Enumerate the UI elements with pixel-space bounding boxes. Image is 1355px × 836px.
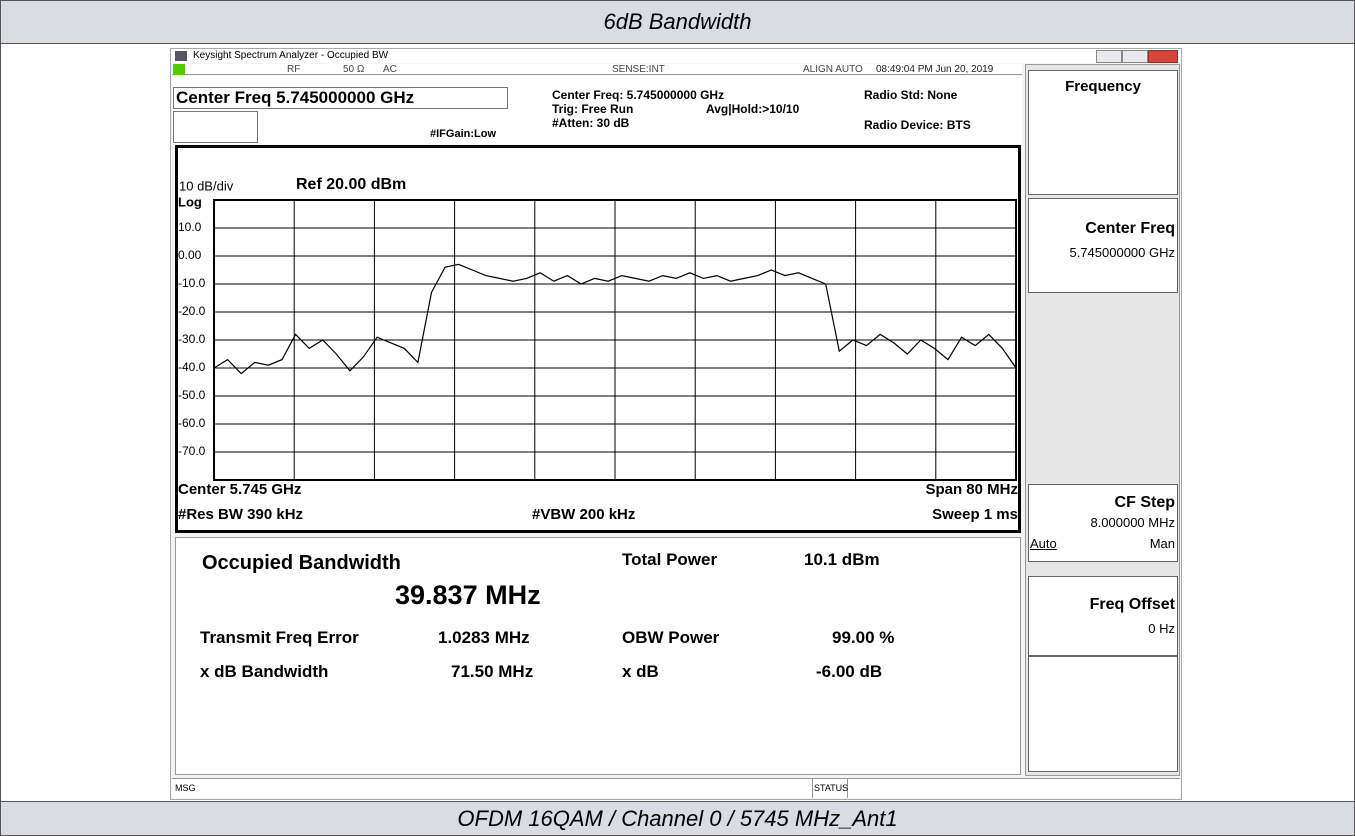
- key-label: Center Freq: [1085, 220, 1175, 237]
- results-title: Occupied Bandwidth: [202, 552, 401, 574]
- freq-offset-key[interactable]: [1028, 576, 1178, 656]
- message-bar: [172, 778, 1180, 798]
- log-label: Log: [178, 194, 202, 209]
- cf-step-key[interactable]: [1028, 484, 1178, 562]
- status-item: 50 Ω: [343, 64, 365, 75]
- status-item: SENSE:INT: [612, 64, 665, 75]
- close-button[interactable]: [1148, 50, 1178, 63]
- result-value: 1.0283 MHz: [438, 628, 530, 647]
- footer: OFDM 16QAM / Channel 0 / 5745 MHz_Ant1: [0, 801, 1355, 836]
- spectrum-display: 10 dB/div Ref 20.00 dBm Log Center 5.745…: [175, 145, 1021, 533]
- res-bw-label: #Res BW 390 kHz: [178, 506, 303, 523]
- span-label: Span 80 MHz: [925, 481, 1018, 498]
- center-freq-info: Center Freq: 5.745000000 GHz: [552, 88, 725, 102]
- if-gain: #IFGain:Low: [430, 128, 496, 140]
- key-label: CF Step: [1114, 494, 1175, 511]
- restore-button[interactable]: [1122, 50, 1148, 63]
- result-label: OBW Power: [622, 628, 720, 647]
- footer-caption: OFDM 16QAM / Channel 0 / 5745 MHz_Ant1: [457, 806, 898, 831]
- man-option: Man: [1149, 536, 1175, 551]
- header-title: 6dB Bandwidth: [603, 9, 752, 34]
- status-row: [172, 64, 1022, 75]
- result-label: Transmit Freq Error: [200, 628, 359, 647]
- key-label: Freq Offset: [1089, 596, 1175, 613]
- empty-key[interactable]: [1028, 656, 1178, 772]
- y-tick-label: -30.0: [178, 332, 206, 346]
- status-indicator: [173, 64, 185, 75]
- total-power-label: Total Power: [622, 550, 718, 569]
- y-tick-label: -60.0: [178, 416, 206, 430]
- title-bar: [171, 49, 1181, 63]
- header: 6dB Bandwidth: [0, 0, 1355, 44]
- app-icon: [175, 51, 187, 61]
- center-freq: Center Freq 5.745000000 GHz: [176, 88, 415, 107]
- status-item: ALIGN AUTO: [803, 64, 863, 75]
- result-label: x dB: [622, 662, 659, 681]
- center-freq-field[interactable]: [173, 87, 508, 109]
- atten: #Atten: 30 dB: [552, 116, 630, 130]
- minimize-button[interactable]: [1096, 50, 1122, 63]
- entry-field[interactable]: [173, 111, 258, 143]
- sweep-label: Sweep 1 ms: [932, 506, 1018, 523]
- avg-hold: Avg|Hold:>10/10: [706, 102, 800, 116]
- key-value: 8.000000 MHz: [1090, 515, 1175, 530]
- radio-std: Radio Std: None: [864, 88, 958, 102]
- y-tick-label: -70.0: [178, 444, 206, 458]
- msg-label: MSG: [175, 783, 196, 793]
- result-value: -6.00 dB: [816, 662, 883, 681]
- vbw-label: #VBW 200 kHz: [532, 506, 635, 523]
- y-tick-label: -40.0: [178, 360, 206, 374]
- trig: Trig: Free Run: [552, 102, 634, 116]
- auto-option: Auto: [1030, 536, 1057, 551]
- window-title: Keysight Spectrum Analyzer - Occupied BW: [193, 50, 389, 61]
- center-freq-key[interactable]: [1028, 198, 1178, 293]
- status-cell: [812, 778, 848, 798]
- status-item: AC: [383, 64, 397, 75]
- scale-label: 10 dB/div: [179, 178, 234, 193]
- status-item: 08:49:04 PM Jun 20, 2019: [876, 64, 994, 75]
- y-tick-label: 10.0: [178, 220, 202, 234]
- result-value: 71.50 MHz: [451, 662, 534, 681]
- menu-title: Frequency: [1065, 78, 1141, 95]
- display-frame: [175, 145, 1021, 533]
- result-value: 99.00 %: [832, 628, 895, 647]
- radio-device: Radio Device: BTS: [864, 118, 971, 132]
- menu-key[interactable]: [1028, 70, 1178, 195]
- center-label: Center 5.745 GHz: [178, 481, 301, 498]
- trace: [213, 263, 1017, 375]
- y-tick-label: -10.0: [178, 276, 206, 290]
- status-label: STATUS: [814, 783, 849, 793]
- ref-label: Ref 20.00 dBm: [296, 176, 406, 193]
- status-item: RF: [287, 64, 301, 75]
- obw-value: 39.837 MHz: [395, 580, 541, 610]
- total-power-value: 10.1 dBm: [804, 550, 880, 569]
- y-tick-label: -50.0: [178, 388, 206, 402]
- y-tick-label: 0.00: [178, 248, 202, 262]
- key-value: 0 Hz: [1148, 621, 1175, 636]
- result-label: x dB Bandwidth: [200, 662, 329, 681]
- y-tick-label: -20.0: [178, 304, 206, 318]
- results-panel: [175, 537, 1021, 775]
- key-value: 5.745000000 GHz: [1069, 245, 1175, 260]
